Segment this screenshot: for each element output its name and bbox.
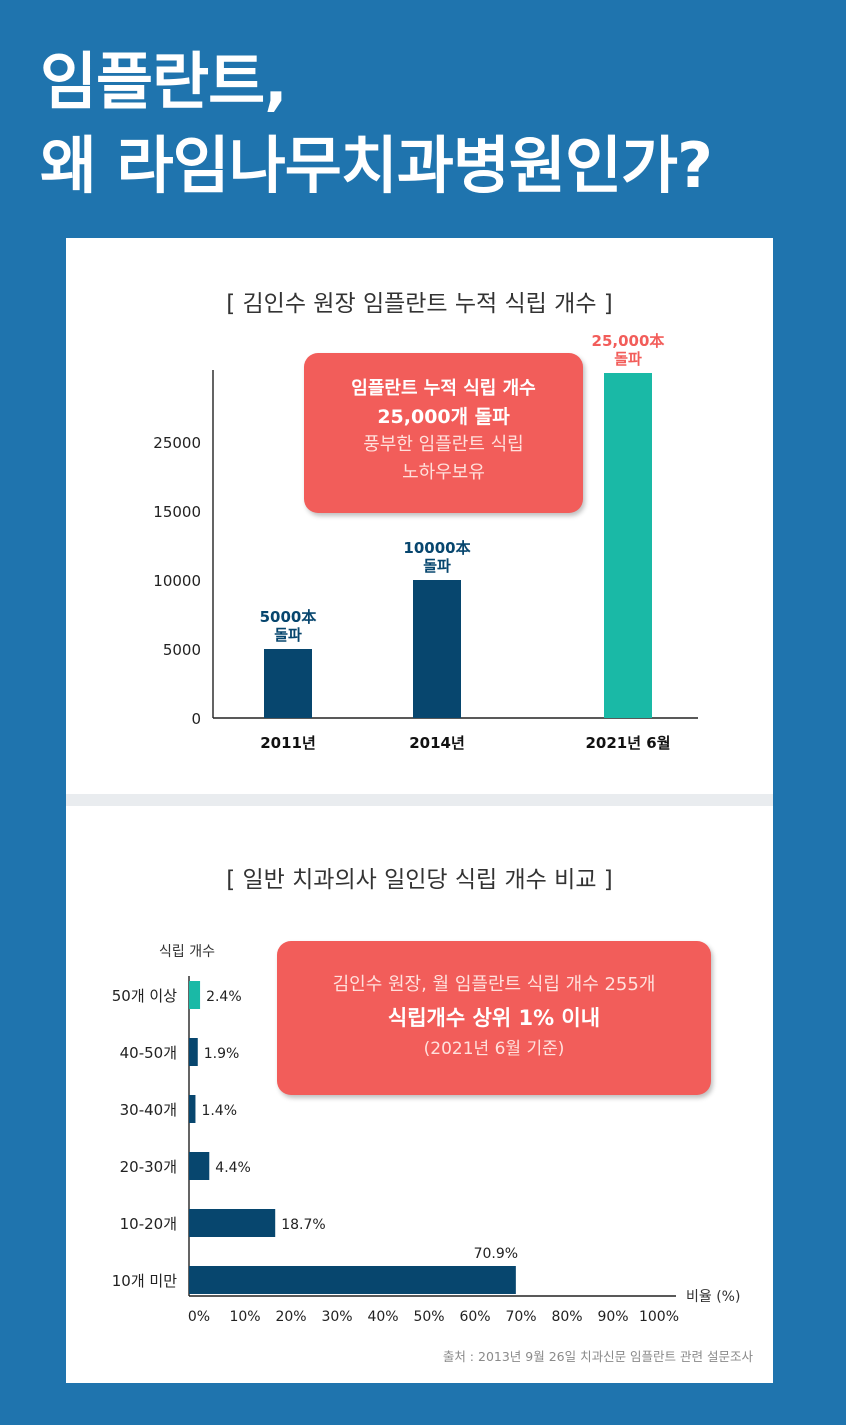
chart1-bar (413, 580, 461, 718)
chart1-y-tick-label: 15000 (153, 503, 201, 521)
chart2-callout-line1: 김인수 원장, 월 임플란트 식립 개수 255개 (332, 974, 656, 995)
chart1-y-tick-label: 10000 (153, 572, 201, 590)
cumulative-implant-chart-panel: [ 김인수 원장 임플란트 누적 식립 개수 ] 0 5000 10000 15000… (66, 238, 773, 794)
chart2-x-tick-label: 20% (275, 1309, 306, 1325)
chart2-bar (189, 1038, 198, 1066)
chart1-bar (264, 649, 312, 718)
chart1-callout-line4: 노하우보유 (402, 462, 485, 483)
chart2-category-label: 50개 이상 (112, 987, 177, 1005)
chart1-data-label: 돌파 (614, 350, 642, 368)
headline: 임플란트, 왜 라임나무치과병원인가? (40, 40, 713, 208)
chart2-x-tick-label: 90% (597, 1309, 628, 1325)
chart1-x-tick-label: 2011년 (260, 734, 316, 752)
chart2-category-label: 30-40개 (120, 1101, 177, 1119)
chart2-x-tick-label: 70% (505, 1309, 536, 1325)
chart2-x-tick-label: 30% (321, 1309, 352, 1325)
chart1-callout-line3: 풍부한 임플란트 식립 (363, 434, 524, 455)
chart1-y-tick-label: 0 (191, 710, 201, 728)
chart2-x-tick-label: 60% (459, 1309, 490, 1325)
chart2-x-tick-label: 80% (551, 1309, 582, 1325)
chart2-x-tick-label: 0% (188, 1309, 210, 1325)
chart1-callout: 임플란트 누적 식립 개수 25,000개 돌파 풍부한 임플란트 식립 노하우… (304, 353, 583, 513)
chart2-data-label: 18.7% (281, 1217, 325, 1233)
panel-divider (66, 794, 773, 806)
chart2-bar (189, 1152, 210, 1180)
chart1-data-label: 10000本 (403, 539, 470, 557)
chart2-x-tick-label: 100% (639, 1309, 679, 1325)
chart2-category-label: 20-30개 (120, 1158, 177, 1176)
chart2-data-label: 2.4% (206, 989, 242, 1005)
chart1-data-label: 25,000本 (592, 332, 665, 350)
chart1-title: [ 김인수 원장 임플란트 누적 식립 개수 ] (226, 291, 613, 317)
chart2-data-label: 70.9% (474, 1246, 518, 1262)
chart1-data-label: 돌파 (423, 557, 451, 575)
chart2-category-label: 10-20개 (120, 1215, 177, 1233)
chart2-category-label: 40-50개 (120, 1044, 177, 1062)
chart1-callout-line1: 임플란트 누적 식립 개수 (351, 378, 536, 399)
chart2-bar (189, 1209, 276, 1237)
chart1-callout-line2: 25,000개 돌파 (377, 406, 510, 428)
chart1-bar (604, 373, 652, 718)
chart2-bar (189, 1266, 516, 1294)
headline-line-2: 왜 라임나무치과병원인가? (40, 129, 713, 202)
chart2-bar (189, 981, 201, 1009)
chart1-data-label: 돌파 (274, 626, 302, 644)
chart1-x-tick-label: 2021년 6월 (585, 734, 670, 752)
chart2-callout: 김인수 원장, 월 임플란트 식립 개수 255개 식립개수 상위 1% 이내 … (277, 941, 711, 1095)
chart2-data-label: 1.4% (201, 1103, 237, 1119)
chart2-x-axis-title: 비율 (%) (686, 1289, 740, 1305)
chart1-x-tick-label: 2014년 (409, 734, 465, 752)
chart2-x-tick-label: 40% (367, 1309, 398, 1325)
cumulative-implant-bar-chart: 050001000015000250002011년5000本돌파2014년100… (153, 332, 698, 752)
chart1-y-tick-label: 25000 (153, 434, 201, 452)
chart2-x-tick-label: 10% (229, 1309, 260, 1325)
chart2-y-axis-title: 식립 개수 (159, 944, 215, 960)
chart2-category-label: 10개 미만 (112, 1272, 177, 1290)
chart2-callout-line3: (2021년 6월 기준) (423, 1039, 565, 1059)
chart1-data-label: 5000本 (260, 608, 317, 626)
chart2-x-tick-label: 50% (413, 1309, 444, 1325)
chart2-data-label: 4.4% (215, 1160, 251, 1176)
chart2-title: [ 일반 치과의사 일인당 식립 개수 비교 ] (226, 867, 613, 893)
chart2-callout-line2: 식립개수 상위 1% 이내 (387, 1006, 601, 1030)
chart2-bar (189, 1095, 196, 1123)
chart2-data-label: 1.9% (204, 1046, 240, 1062)
chart1-y-tick-label: 5000 (163, 641, 201, 659)
headline-line-1: 임플란트, (40, 45, 288, 118)
source-note: 출처 : 2013년 9월 26일 치과신문 임플란트 관련 설문조사 (442, 1349, 753, 1364)
